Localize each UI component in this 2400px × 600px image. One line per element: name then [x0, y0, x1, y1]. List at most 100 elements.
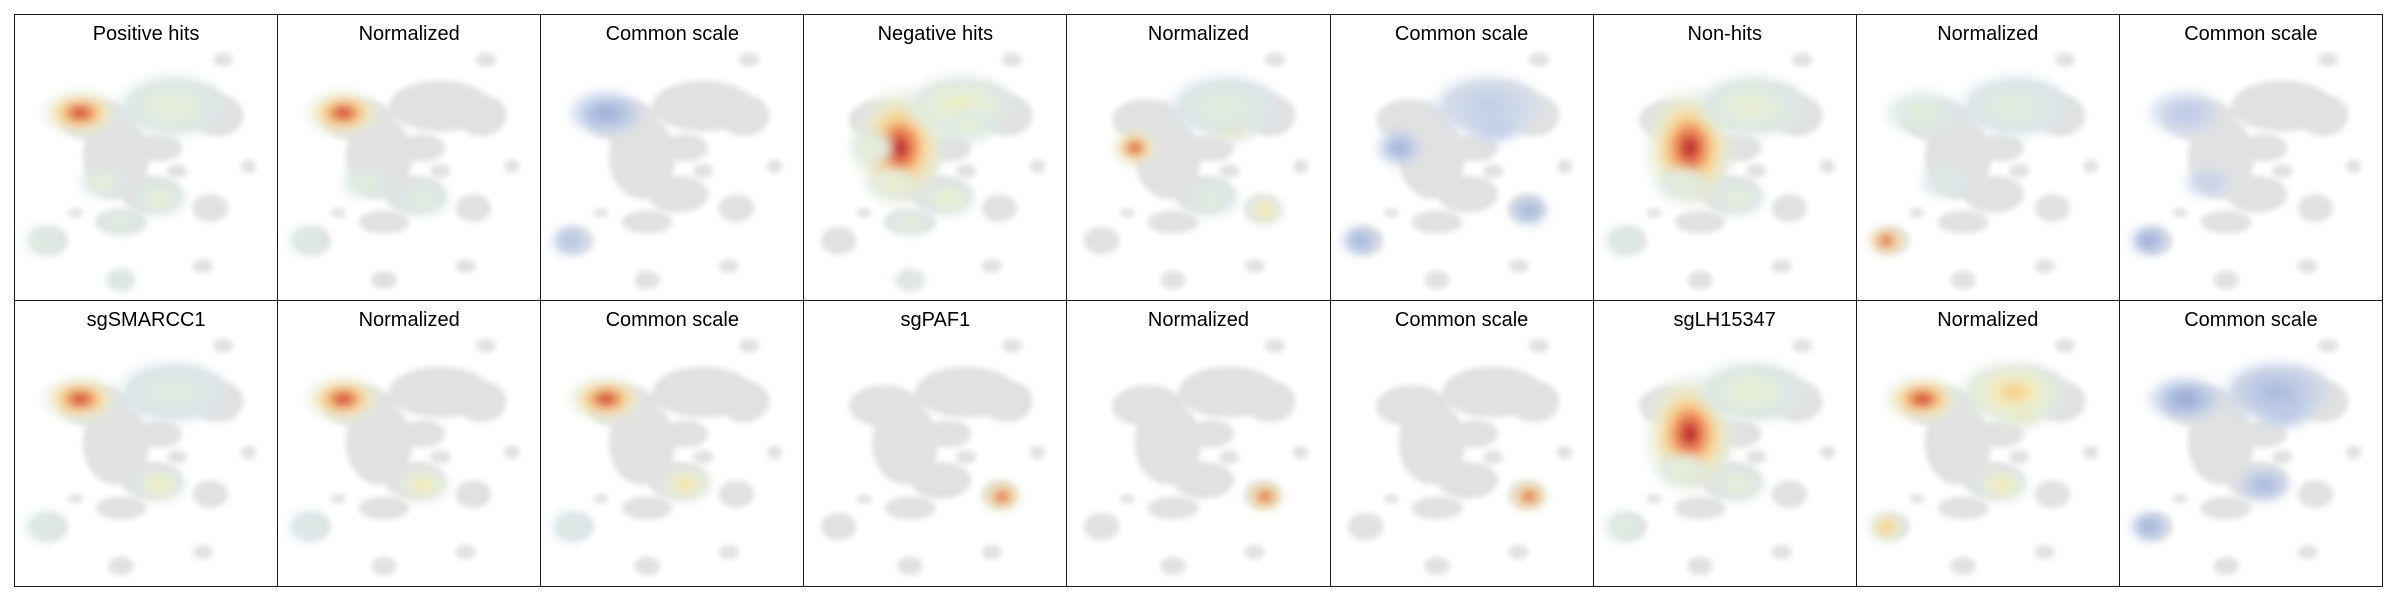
density-blob: [1431, 73, 1544, 139]
density-blob: [2182, 166, 2234, 199]
umap-plot: [1084, 52, 1309, 290]
background-cells: [1347, 338, 1572, 576]
density-blob: [1508, 480, 1549, 513]
panel-title: Normalized: [1937, 23, 2039, 45]
umap-panel: Common scale: [1329, 14, 1594, 301]
panel-title: Normalized: [1937, 309, 2039, 331]
umap-panel: Normalized: [1855, 300, 2120, 587]
umap-plot: [2128, 338, 2362, 576]
density-blob: [1656, 452, 1708, 485]
panel-title: sgLH15347: [1673, 309, 1776, 331]
density-blob: [1339, 224, 1381, 257]
density-blob: [24, 224, 65, 257]
panel-title: Negative hits: [877, 23, 994, 45]
umap-panel: Common scale: [2118, 14, 2383, 301]
density-blob: [1602, 224, 1644, 257]
umap-panel: Normalized: [277, 14, 542, 301]
density-blob: [1375, 129, 1422, 167]
umap-panel: Common scale: [540, 300, 805, 587]
panel-title: Common scale: [2184, 309, 2318, 331]
density-blob: [115, 73, 229, 139]
density-blob: [95, 208, 147, 236]
umap-plot: [1602, 338, 1835, 576]
umap-plot: [1084, 338, 1309, 576]
density-blob: [131, 466, 188, 504]
background-cells: [294, 52, 520, 290]
density-blob: [2146, 375, 2224, 423]
umap-plot: [1339, 52, 1572, 290]
panel-title: Common scale: [605, 309, 739, 331]
density-blob: [287, 224, 329, 257]
umap-plot: [550, 52, 783, 290]
density-blob: [2236, 466, 2293, 504]
umap-panel: Normalized: [1855, 14, 2120, 301]
density-blob: [940, 106, 998, 144]
density-blob: [77, 166, 129, 199]
panel-title: Positive hits: [92, 23, 200, 45]
density-blob: [1883, 89, 1961, 137]
density-blob: [1694, 73, 1807, 139]
density-blob: [1602, 510, 1644, 543]
density-blob: [1709, 466, 1767, 504]
umap-plot: [2128, 52, 2362, 290]
umap-plot: [821, 338, 1046, 576]
density-blob: [305, 375, 382, 423]
umap-panel: Positive hits: [14, 14, 279, 301]
panel-title: Normalized: [1147, 23, 1250, 45]
panel-title: Non-hits: [1687, 23, 1762, 45]
panel-title: Normalized: [358, 309, 460, 331]
density-blob: [305, 89, 382, 137]
umap-panel: Normalized: [1066, 14, 1331, 301]
density-blob: [849, 129, 896, 167]
density-blob: [1244, 480, 1286, 513]
density-blob: [340, 166, 392, 199]
density-blob: [884, 208, 936, 236]
density-blob: [568, 375, 645, 423]
density-blob: [1112, 129, 1159, 167]
density-blob: [895, 268, 926, 292]
panel-title: Common scale: [1394, 23, 1529, 45]
background-cells: [1084, 338, 1309, 576]
umap-panel: Common scale: [540, 14, 805, 301]
umap-panel: Common scale: [1329, 300, 1594, 587]
umap-plot: [821, 52, 1046, 292]
density-blob: [867, 166, 919, 199]
umap-panel: sgPAF1: [803, 300, 1068, 587]
density-blob: [1865, 510, 1907, 543]
density-blob: [105, 268, 137, 292]
panel-title: Normalized: [358, 23, 460, 45]
density-blob: [287, 510, 329, 543]
density-blob: [115, 359, 229, 425]
umap-plot: [1865, 338, 2099, 576]
density-blob: [41, 89, 119, 137]
density-blob: [41, 375, 119, 423]
density-blob: [1957, 73, 2070, 139]
umap-plot: [1347, 338, 1572, 576]
umap-panel: Common scale: [2118, 300, 2383, 587]
umap-panel: sgSMARCC1: [14, 300, 279, 587]
density-blob: [1244, 194, 1286, 227]
umap-panel: Normalized: [1066, 300, 1331, 587]
density-blob: [1508, 194, 1549, 227]
density-blob: [1973, 466, 2030, 504]
density-blob: [131, 180, 188, 218]
density-blob: [920, 180, 977, 218]
density-blob: [1709, 180, 1767, 218]
background-cells: [294, 338, 520, 576]
density-blob: [550, 510, 592, 543]
background-cells: [557, 338, 783, 576]
density-blob: [2146, 89, 2224, 137]
umap-plot: [287, 52, 520, 290]
umap-plot: [24, 338, 257, 576]
panel-title: Common scale: [1394, 309, 1529, 331]
umap-panel: sgLH15347: [1592, 300, 1857, 587]
panel-title: sgSMARCC1: [86, 309, 206, 331]
density-blob: [550, 224, 592, 257]
panel-title: sgPAF1: [900, 309, 971, 331]
density-blob: [1919, 166, 1971, 199]
density-blob: [568, 89, 645, 137]
panel-title: Normalized: [1147, 309, 1250, 331]
density-blob: [1183, 180, 1240, 218]
density-blob: [1168, 73, 1281, 139]
density-blob: [394, 466, 451, 504]
